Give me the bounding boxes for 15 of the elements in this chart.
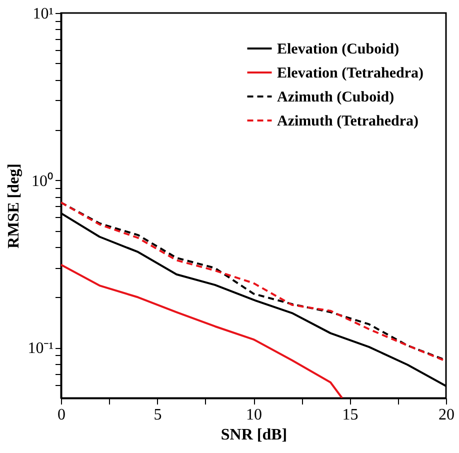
legend-label: Elevation (Cuboid) [277,42,400,58]
legend-label: Elevation (Tetrahedra) [277,66,424,82]
legend-label: Azimuth (Cuboid) [277,90,394,106]
x-tick-label: 15 [342,406,358,424]
x-tick-label: 20 [438,406,454,424]
x-tick-label: 5 [154,406,162,424]
x-tick-label: 0 [58,406,66,424]
x-axis-title: SNR [dB] [220,426,288,444]
legend-label: Azimuth (Tetrahedra) [277,114,419,130]
y-tick-label: 10⁻¹ [28,340,54,358]
y-axis-title: RMSE [deg] [6,164,23,248]
y-tick-label: 10⁰ [32,172,54,190]
line-series [61,264,344,398]
x-tick-label: 10 [246,406,262,424]
y-tick-label: 10¹ [32,6,54,22]
